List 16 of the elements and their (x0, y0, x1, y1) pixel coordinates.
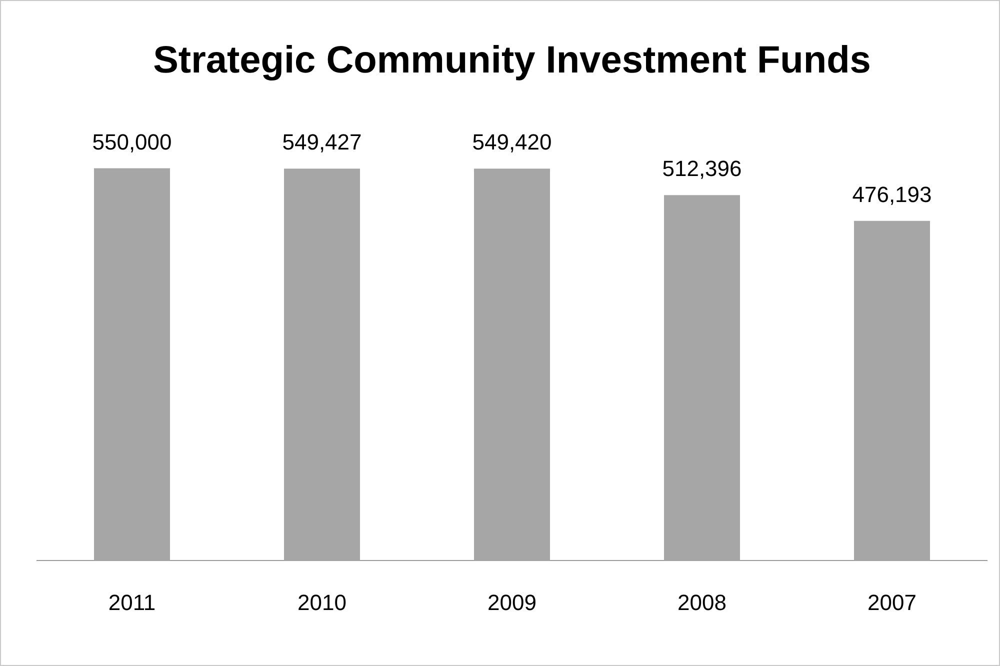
x-tick-label: 2007 (868, 590, 916, 615)
chart-title: Strategic Community Investment Funds (153, 39, 871, 82)
data-label: 476,193 (852, 182, 932, 207)
data-label: 549,427 (282, 130, 362, 155)
bar (854, 220, 930, 561)
data-label: 512,396 (662, 156, 742, 182)
x-tick-label: 2011 (108, 590, 156, 615)
bar (284, 168, 360, 561)
bar (474, 168, 550, 561)
data-label: 549,420 (472, 130, 552, 155)
x-tick-label: 2008 (678, 590, 726, 615)
bar (94, 168, 170, 561)
x-tick-label: 2010 (298, 590, 346, 615)
bar (664, 195, 740, 561)
x-tick-label: 2009 (488, 590, 536, 615)
data-label: 550,000 (92, 129, 172, 154)
